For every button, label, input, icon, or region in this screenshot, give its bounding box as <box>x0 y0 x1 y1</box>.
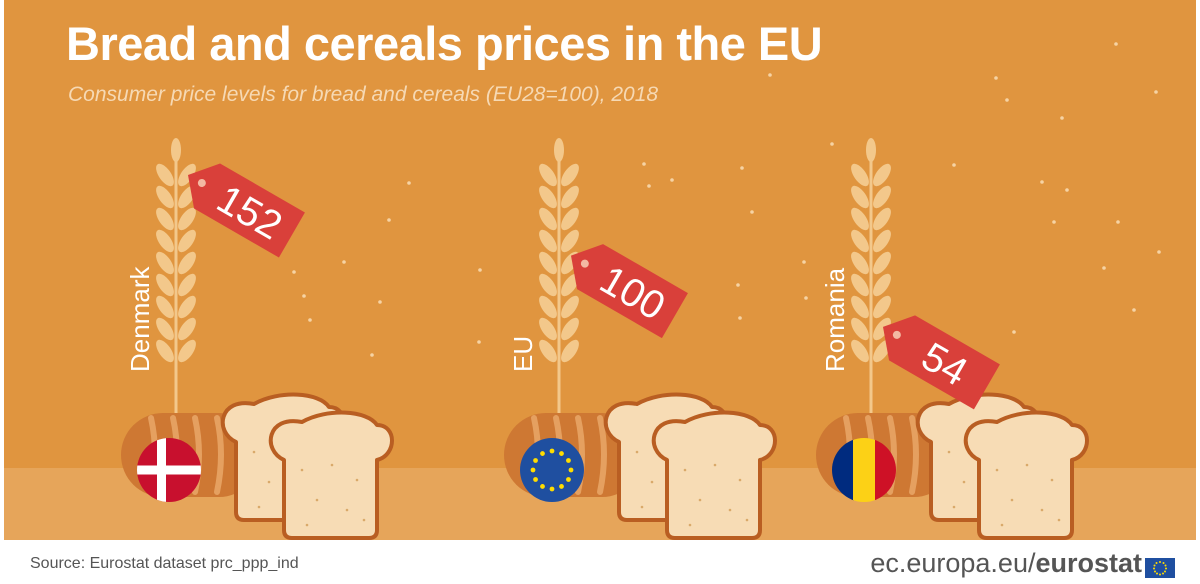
bread-slice-icon <box>268 410 394 540</box>
chart-title: Bread and cereals prices in the EU <box>66 17 823 70</box>
sparkle-dots <box>292 42 1161 357</box>
category-label: Romania <box>820 267 850 372</box>
footer-site: ec.europa.eu/ <box>870 548 1036 578</box>
price-tag-icon <box>188 163 305 258</box>
eu-flag <box>520 438 584 502</box>
category-label: Denmark <box>125 266 155 372</box>
footer-brand[interactable]: ec.europa.eu/eurostat <box>870 548 1142 579</box>
price-tag-icon <box>571 244 688 339</box>
category-group-romania: Romania 54 <box>816 138 1089 540</box>
category-group-denmark: Denmark 152 <box>121 138 394 540</box>
eu-logo-icon <box>1145 558 1175 578</box>
price-tag-icon <box>883 315 1000 410</box>
footer-brand-name: eurostat <box>1035 548 1142 578</box>
category-label: EU <box>508 336 538 372</box>
bread-slice-icon <box>651 410 777 540</box>
romania-flag <box>832 438 896 502</box>
denmark-flag <box>137 438 201 502</box>
chart-subtitle: Consumer price levels for bread and cere… <box>68 83 659 106</box>
wheat-icon <box>156 138 196 420</box>
wheat-icon <box>851 138 891 420</box>
bread-slice-icon <box>963 410 1089 540</box>
source-note: Source: Eurostat dataset prc_ppp_ind <box>30 555 299 572</box>
price-tag: 152 <box>188 163 305 258</box>
wheat-icon <box>539 138 579 420</box>
infographic-canvas: Denmark 152 EU 100 Romania 54 Bread and cerea… <box>4 0 1196 540</box>
